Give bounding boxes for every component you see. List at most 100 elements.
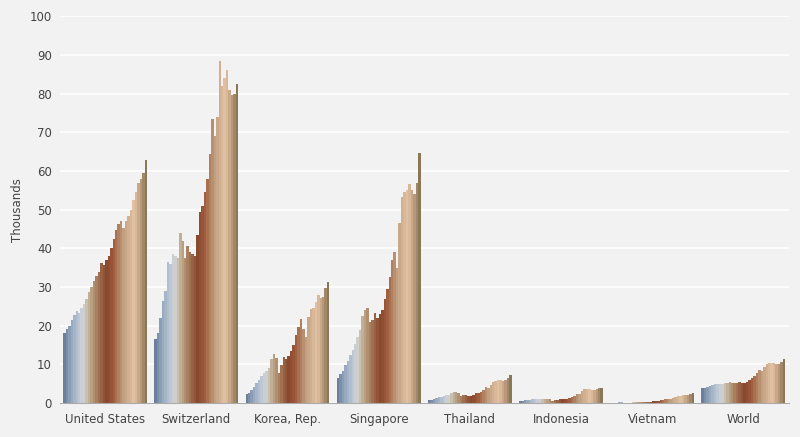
Bar	[551, 401, 554, 403]
Bar	[174, 256, 177, 403]
Bar	[305, 337, 307, 403]
Bar	[202, 206, 204, 403]
Bar	[339, 374, 342, 403]
Bar	[250, 390, 253, 403]
Bar	[502, 381, 504, 403]
Bar	[470, 396, 472, 403]
Bar	[182, 241, 184, 403]
Bar	[140, 179, 142, 403]
Bar	[428, 400, 430, 403]
Bar	[342, 371, 344, 403]
Bar	[378, 314, 381, 403]
Bar	[507, 378, 510, 403]
Bar	[403, 192, 406, 403]
Bar	[563, 399, 566, 403]
Bar	[86, 298, 88, 403]
Bar	[665, 399, 667, 403]
Bar	[285, 359, 287, 403]
Bar	[162, 301, 164, 403]
Bar	[376, 318, 378, 403]
Bar	[478, 393, 480, 403]
Bar	[312, 309, 314, 403]
Bar	[231, 95, 234, 403]
Bar	[714, 384, 716, 403]
Bar	[647, 402, 650, 403]
Bar	[418, 153, 421, 403]
Bar	[734, 383, 736, 403]
Bar	[113, 239, 115, 403]
Bar	[354, 344, 357, 403]
Bar	[723, 383, 726, 403]
Bar	[410, 190, 413, 403]
Bar	[440, 397, 442, 403]
Bar	[704, 388, 706, 403]
Bar	[204, 192, 206, 403]
Bar	[184, 258, 186, 403]
Bar	[490, 385, 492, 403]
Bar	[196, 235, 198, 403]
Bar	[485, 387, 487, 403]
Bar	[610, 402, 613, 403]
Bar	[344, 365, 346, 403]
Bar	[753, 376, 756, 403]
Bar	[482, 390, 485, 403]
Bar	[542, 399, 544, 403]
Bar	[266, 371, 268, 403]
Bar	[504, 380, 507, 403]
Bar	[670, 399, 672, 403]
Bar	[435, 398, 438, 403]
Bar	[667, 399, 670, 403]
Bar	[652, 402, 654, 403]
Y-axis label: Thousands: Thousands	[11, 178, 24, 242]
Bar	[709, 386, 711, 403]
Bar	[132, 200, 134, 403]
Bar	[270, 359, 273, 403]
Bar	[529, 400, 531, 403]
Bar	[214, 136, 216, 403]
Bar	[307, 317, 310, 403]
Bar	[778, 364, 780, 403]
Bar	[761, 371, 763, 403]
Bar	[445, 395, 448, 403]
Bar	[223, 78, 226, 403]
Bar	[166, 262, 169, 403]
Bar	[95, 276, 98, 403]
Bar	[159, 318, 162, 403]
Bar	[357, 337, 359, 403]
Bar	[66, 329, 68, 403]
Bar	[672, 398, 674, 403]
Bar	[102, 264, 105, 403]
Bar	[88, 291, 90, 403]
Bar	[679, 396, 682, 403]
Bar	[455, 392, 458, 403]
Bar	[406, 190, 408, 403]
Bar	[98, 271, 100, 403]
Bar	[689, 394, 692, 403]
Bar	[211, 119, 214, 403]
Bar	[474, 393, 478, 403]
Bar	[522, 401, 524, 403]
Bar	[189, 252, 191, 403]
Bar	[574, 396, 576, 403]
Bar	[325, 288, 327, 403]
Bar	[782, 359, 786, 403]
Bar	[157, 333, 159, 403]
Bar	[194, 256, 196, 403]
Bar	[275, 358, 278, 403]
Bar	[351, 350, 354, 403]
Bar	[499, 380, 502, 403]
Bar	[692, 393, 694, 403]
Bar	[290, 351, 293, 403]
Bar	[638, 402, 640, 403]
Bar	[741, 383, 743, 403]
Bar	[650, 402, 652, 403]
Bar	[125, 221, 127, 403]
Bar	[349, 355, 351, 403]
Bar	[566, 399, 568, 403]
Bar	[674, 397, 677, 403]
Bar	[780, 362, 782, 403]
Bar	[302, 329, 305, 403]
Bar	[750, 378, 753, 403]
Bar	[386, 289, 389, 403]
Bar	[273, 354, 275, 403]
